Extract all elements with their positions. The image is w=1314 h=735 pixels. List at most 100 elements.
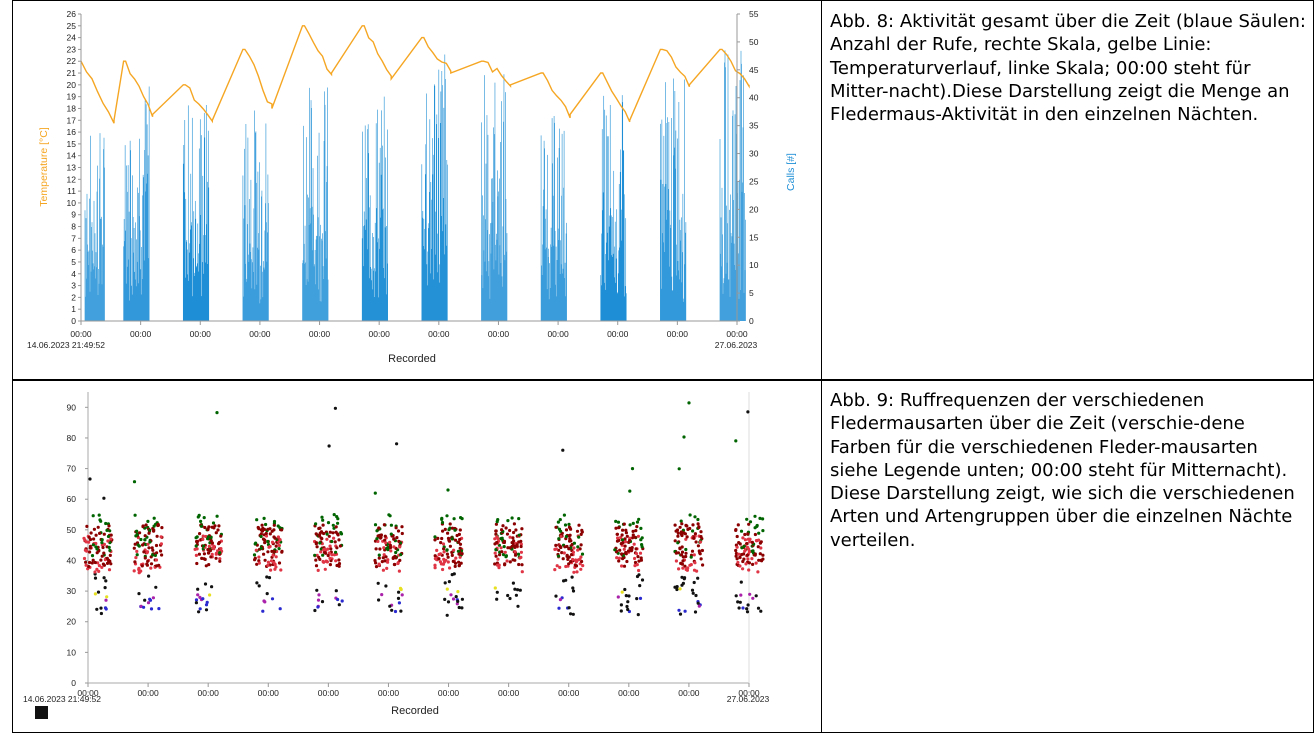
frequency-point	[520, 563, 524, 567]
frequency-point	[624, 594, 628, 598]
frequency-point	[512, 522, 516, 526]
frequency-point	[194, 536, 198, 540]
x-tick-label: 00:00	[726, 329, 748, 339]
frequency-point	[692, 568, 697, 572]
frequency-point	[571, 612, 575, 616]
frequency-point	[635, 525, 639, 529]
frequency-point	[681, 555, 685, 559]
x-start-date-label: 14.06.2023 21:49:52	[27, 340, 105, 350]
frequency-point	[156, 522, 160, 527]
y-left-tick-label: 3	[71, 281, 76, 291]
frequency-point	[561, 557, 565, 561]
frequency-point	[446, 531, 450, 535]
frequency-point	[513, 553, 518, 557]
frequency-point	[638, 596, 643, 600]
frequency-point	[151, 596, 155, 600]
frequency-point	[560, 551, 564, 555]
frequency-point	[445, 514, 449, 518]
frequency-point	[569, 560, 573, 564]
frequency-point	[447, 528, 451, 532]
frequency-point	[620, 552, 624, 556]
frequency-point	[742, 544, 746, 548]
frequency-point	[439, 541, 443, 545]
frequency-point	[314, 522, 318, 526]
frequency-point	[90, 554, 95, 558]
frequency-point	[495, 597, 499, 601]
y-left-tick-label: 0	[71, 316, 76, 326]
y-axis-right-title: Calls [#]	[785, 153, 797, 191]
frequency-point	[328, 544, 332, 548]
frequency-point	[622, 547, 626, 551]
frequency-point	[397, 569, 401, 573]
frequency-point	[154, 543, 159, 548]
frequency-point	[276, 535, 280, 539]
frequency-point	[631, 521, 635, 525]
frequency-point	[498, 553, 502, 557]
frequency-point	[736, 560, 740, 565]
frequency-point	[513, 550, 517, 554]
call-frequency-chart: 0 10 20 30 40 50 60 70 80 90 00:00 00:00 00:00 00:00…	[14, 384, 819, 731]
frequency-point	[622, 522, 626, 526]
frequency-point	[690, 549, 695, 553]
frequency-point	[442, 547, 446, 551]
table-border-divider	[821, 0, 822, 733]
frequency-point	[88, 546, 92, 550]
frequency-point	[388, 540, 392, 544]
frequency-point	[640, 536, 644, 540]
frequency-point	[518, 556, 522, 560]
frequency-point	[103, 606, 108, 610]
frequency-point	[214, 531, 218, 535]
x-tick-label: 00:00	[309, 329, 331, 339]
frequency-point	[194, 553, 198, 557]
frequency-point	[105, 595, 109, 599]
frequency-point	[216, 549, 220, 553]
frequency-point	[316, 605, 320, 609]
frequency-point	[619, 603, 624, 607]
frequency-point	[512, 530, 516, 535]
frequency-point	[389, 545, 393, 550]
frequency-point	[209, 555, 213, 559]
frequency-point	[146, 542, 150, 546]
frequency-point	[735, 545, 739, 549]
frequency-point	[747, 568, 751, 572]
frequency-point	[757, 558, 761, 562]
x-axis-title-2: Recorded	[391, 705, 439, 717]
frequency-point	[459, 516, 463, 520]
frequency-point	[445, 552, 449, 556]
frequency-point	[578, 557, 582, 561]
frequency-point	[676, 534, 680, 538]
frequency-point	[257, 555, 261, 559]
frequency-point	[326, 553, 330, 558]
frequency-point	[218, 557, 222, 561]
frequency-point	[145, 551, 149, 555]
frequency-point	[638, 584, 642, 588]
frequency-point	[680, 550, 685, 554]
frequency-point	[624, 550, 628, 555]
frequency-point	[204, 608, 209, 612]
frequency-point	[740, 546, 744, 550]
frequency-point	[699, 535, 703, 539]
x-tick-label-2: 00:00	[258, 688, 280, 698]
frequency-point	[271, 553, 275, 557]
frequency-point	[262, 552, 266, 556]
frequency-point	[751, 549, 755, 553]
frequency-point	[382, 553, 386, 557]
frequency-point	[255, 518, 259, 522]
frequency-point	[696, 601, 700, 605]
frequency-point	[197, 552, 201, 556]
frequency-point	[457, 564, 461, 568]
y-right-tick-label: 20	[749, 204, 759, 214]
frequency-point	[204, 603, 209, 607]
frequency-point	[108, 548, 112, 553]
frequency-point	[736, 523, 740, 527]
frequency-point	[100, 554, 104, 558]
frequency-point	[194, 601, 198, 605]
frequency-point	[196, 593, 200, 597]
y-left-tick-label: 7	[71, 233, 76, 243]
frequency-point	[198, 532, 202, 536]
frequency-point	[736, 600, 740, 604]
frequency-point	[202, 552, 206, 556]
frequency-point	[734, 439, 738, 443]
y-right-tick-label: 10	[749, 260, 759, 270]
frequency-point	[559, 529, 563, 533]
